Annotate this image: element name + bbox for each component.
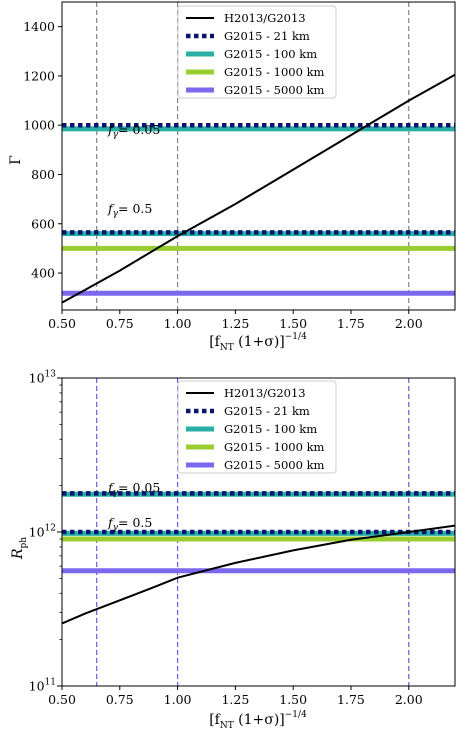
gamma-legend-label-1: G2015 - 21 km — [224, 29, 310, 43]
gamma-xlabel-exp: −1/4 — [285, 332, 307, 342]
rph-xlabel: [fNT (1+σ)]−1/4 — [209, 710, 307, 731]
gamma-xlabel-mid: (1+σ)] — [234, 334, 285, 350]
rph-ylabel-r: R — [10, 548, 26, 560]
gamma-legend-label-2: G2015 - 100 km — [224, 47, 317, 61]
gamma-annotation-05: fγ= 0.5 — [107, 201, 152, 219]
rph-ylabel: Rph — [10, 537, 29, 560]
gamma-xtick-label-4: 1.50 — [279, 316, 307, 331]
gamma-ytick-label-2: 800 — [31, 167, 55, 182]
rph-ann-005-sub: γ — [113, 488, 119, 498]
rph-ytick-label-0: 1011 — [29, 678, 56, 694]
gamma-ytick-label-4: 1200 — [23, 68, 55, 83]
rph-xtick-label-3: 1.25 — [221, 692, 249, 707]
rph-legend-box — [177, 380, 337, 474]
gamma-legend-box — [177, 5, 337, 99]
rph-ann-05-sub: γ — [113, 523, 119, 533]
rph-ann-05-val: = 0.5 — [118, 515, 152, 530]
gamma-xtick-label-6: 2.00 — [395, 316, 423, 331]
rph-xtick-label-0: 0.50 — [48, 692, 76, 707]
rph-legend-label-3: G2015 - 1000 km — [224, 440, 325, 454]
rph-xlabel-mid: (1+σ)] — [234, 712, 285, 728]
rph-ytick-exp-1: 12 — [45, 524, 56, 534]
gamma-ytick-label-1: 600 — [31, 216, 55, 231]
gamma-xlabel-sub: NT — [220, 343, 234, 353]
rph-xtick-label-4: 1.50 — [279, 692, 307, 707]
gamma-xtick-label-2: 1.00 — [164, 316, 192, 331]
rph-legend-label-4: G2015 - 5000 km — [224, 458, 325, 472]
gamma-ann-05-val: = 0.5 — [118, 201, 152, 216]
rph-chart: 0.50 0.75 1.00 1.25 1.50 1.75 2.00101110121013… — [10, 370, 456, 731]
gamma-ytick-label-3: 1000 — [23, 118, 55, 133]
rph-legend-label-2: G2015 - 100 km — [224, 422, 317, 436]
gamma-series-h2013 — [62, 73, 455, 304]
gamma-ann-005-f: f — [107, 122, 115, 137]
rph-legend: H2013/G2013 G2015 - 21 km G2015 - 100 km G2… — [177, 380, 337, 474]
rph-ann-05-f: f — [107, 515, 115, 530]
rph-ytick-base-0: 10 — [29, 679, 45, 694]
gamma-xtick-label-3: 1.25 — [221, 316, 249, 331]
rph-ann-005-f: f — [107, 480, 115, 495]
gamma-ann-005-val: = 0.05 — [118, 122, 160, 137]
rph-xlabel-sub: NT — [220, 721, 234, 731]
gamma-legend-label-0: H2013/G2013 — [224, 11, 306, 25]
gamma-ann-005-sub: γ — [113, 130, 119, 140]
rph-annotation-05: fγ= 0.5 — [107, 515, 152, 533]
gamma-xlabel: [fNT (1+σ)]−1/4 — [209, 332, 307, 353]
rph-plot-area — [62, 378, 455, 686]
rph-legend-label-0: H2013/G2013 — [224, 386, 306, 400]
gamma-ytick-label-0: 400 — [31, 266, 55, 281]
gamma-chart: 0.50 0.75 1.00 1.25 1.50 1.75 2.00 400 600 800 100… — [8, 1, 456, 353]
rph-xtick-label-1: 0.75 — [106, 692, 134, 707]
gamma-xtick-label-0: 0.50 — [48, 316, 76, 331]
gamma-ann-05-f: f — [107, 201, 115, 216]
rph-xtick-label-2: 1.00 — [164, 692, 192, 707]
rph-ytick-label-2: 1013 — [29, 370, 57, 386]
gamma-legend-label-4: G2015 - 5000 km — [224, 83, 325, 97]
rph-annotation-005: fγ= 0.05 — [107, 480, 160, 498]
gamma-plot-area — [62, 2, 455, 310]
rph-xtick-label-6: 2.00 — [395, 692, 423, 707]
gamma-xtick-label-5: 1.75 — [337, 316, 365, 331]
rph-ann-005-val: = 0.05 — [118, 480, 160, 495]
rph-ytick-label-1: 1012 — [29, 524, 56, 540]
gamma-ann-05-sub: γ — [113, 209, 119, 219]
gamma-ylabel: Γ — [8, 155, 24, 165]
gamma-legend-label-3: G2015 - 1000 km — [224, 65, 325, 79]
gamma-legend: H2013/G2013 G2015 - 21 km G2015 - 100 km G2… — [177, 5, 337, 99]
rph-ytick-base-2: 10 — [29, 371, 45, 386]
rph-ytick-exp-0: 11 — [45, 678, 56, 688]
gamma-axes-frame — [61, 1, 456, 311]
rph-ytick-base-1: 10 — [29, 525, 45, 540]
gamma-ticks: 0.50 0.75 1.00 1.25 1.50 1.75 2.00 400 600 800 100… — [23, 19, 423, 331]
gamma-annotation-005: fγ= 0.05 — [107, 122, 160, 140]
rph-series-h2013 — [62, 524, 455, 625]
gamma-ytick-label-5: 1400 — [23, 19, 55, 34]
rph-xlabel-exp: −1/4 — [285, 710, 307, 720]
rph-ylabel-sub: ph — [19, 537, 29, 549]
rph-xtick-label-5: 1.75 — [337, 692, 365, 707]
gamma-xtick-label-1: 0.75 — [106, 316, 134, 331]
rph-ytick-exp-2: 13 — [45, 370, 57, 380]
rph-legend-label-1: G2015 - 21 km — [224, 404, 310, 418]
